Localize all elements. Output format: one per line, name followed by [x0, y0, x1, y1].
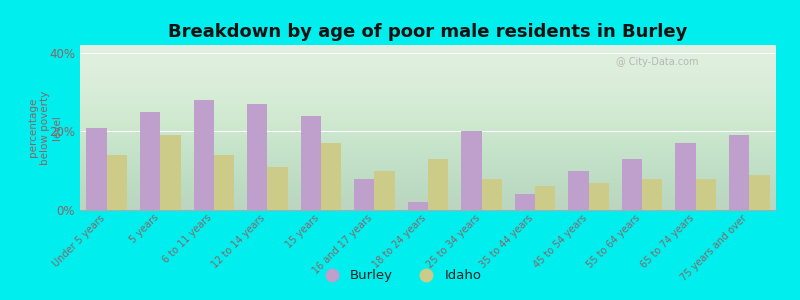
Bar — [750, 175, 770, 210]
Bar — [86, 128, 106, 210]
Bar — [696, 178, 716, 210]
Title: Breakdown by age of poor male residents in Burley: Breakdown by age of poor male residents … — [168, 23, 688, 41]
Bar — [374, 171, 395, 210]
Y-axis label: percentage
below poverty
level: percentage below poverty level — [28, 90, 62, 165]
Bar — [321, 143, 342, 210]
Bar — [514, 194, 535, 210]
Bar — [642, 178, 662, 210]
Text: @ City-Data.com: @ City-Data.com — [616, 56, 698, 67]
Bar — [194, 100, 214, 210]
Bar — [267, 167, 288, 210]
Bar — [214, 155, 234, 210]
Bar — [622, 159, 642, 210]
Bar — [354, 178, 374, 210]
Bar — [482, 178, 502, 210]
Legend: Burley, Idaho: Burley, Idaho — [313, 264, 487, 287]
Bar — [408, 202, 428, 210]
Bar — [301, 116, 321, 210]
Bar — [675, 143, 696, 210]
Bar — [247, 104, 267, 210]
Bar — [535, 186, 555, 210]
Bar — [461, 131, 482, 210]
Bar — [140, 112, 160, 210]
Bar — [106, 155, 127, 210]
Bar — [568, 171, 589, 210]
Bar — [428, 159, 448, 210]
Bar — [729, 135, 750, 210]
Bar — [160, 135, 181, 210]
Bar — [589, 182, 609, 210]
